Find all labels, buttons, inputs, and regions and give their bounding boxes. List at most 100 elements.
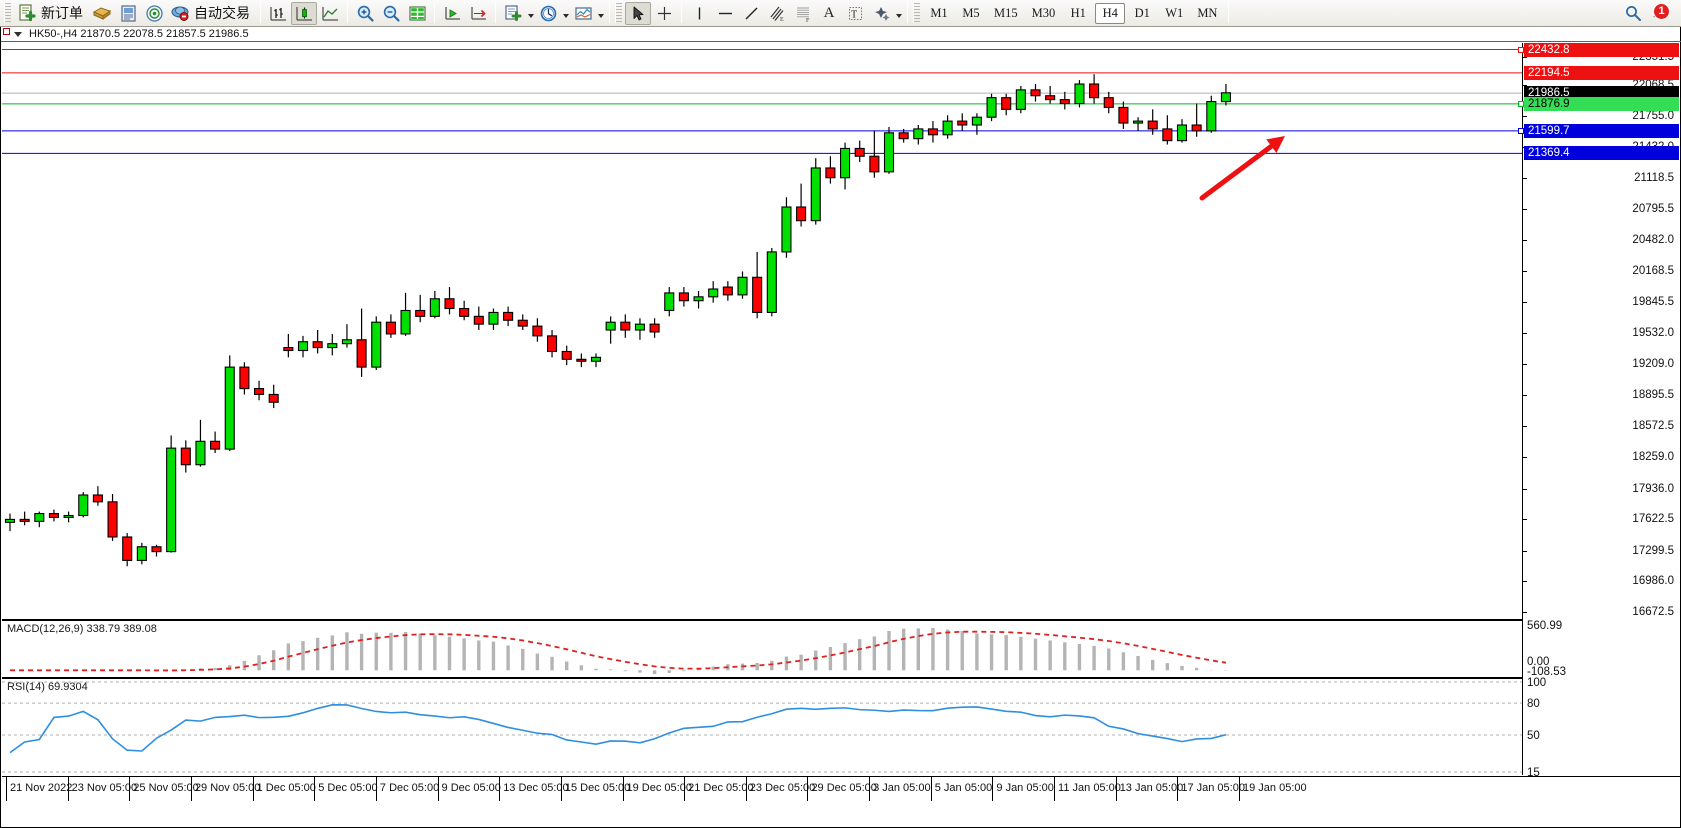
candle-body <box>1045 95 1056 101</box>
candle-body <box>459 307 470 317</box>
auto-scroll-icon[interactable] <box>439 2 465 25</box>
chart-menu-triangle-icon[interactable] <box>14 31 22 37</box>
time-axis[interactable]: 21 Nov 2022 23 Nov 05:00 25 Nov 05:00 29 No… <box>2 776 1680 801</box>
objects-icon[interactable] <box>868 2 894 25</box>
candle-body <box>341 339 353 345</box>
timeframe-m5[interactable]: M5 <box>962 5 980 20</box>
timeframe-mn[interactable]: MN <box>1197 5 1218 20</box>
line-drag-handle[interactable] <box>1518 127 1524 134</box>
candle-body <box>1059 99 1070 105</box>
candle-body <box>92 494 103 503</box>
timeframe-m1[interactable]: M1 <box>930 5 948 20</box>
data-window-icon[interactable] <box>404 2 430 25</box>
indicators-icon[interactable] <box>500 2 526 25</box>
time-tick-mark <box>437 777 439 801</box>
svg-text:F: F <box>806 18 810 23</box>
price-tick-mark <box>1523 57 1527 59</box>
candle-body <box>254 388 265 395</box>
chart-shift-icon[interactable] <box>465 2 491 25</box>
toolbar-grip[interactable] <box>4 3 11 23</box>
candle-body <box>268 393 279 403</box>
candle-body <box>385 321 396 335</box>
rsi-pane[interactable]: RSI(14) 69.9304 <box>2 677 1522 775</box>
chart-window[interactable]: HK50-,H4 21870.5 22078.5 21857.5 21986.5… <box>0 27 1681 828</box>
toolbar-right-group: 1 <box>1620 2 1678 25</box>
candle-body <box>957 120 968 126</box>
tools-toolbar-grip[interactable] <box>615 3 622 23</box>
periods-dropdown-arrow[interactable] <box>561 2 570 24</box>
time-tick-label: 17 Jan 05:00 <box>1181 782 1245 794</box>
candle-body <box>195 440 206 466</box>
line-chart-icon[interactable] <box>317 2 343 25</box>
timeframe-m15[interactable]: M15 <box>994 5 1018 20</box>
candlestick-chart-icon[interactable] <box>291 1 317 25</box>
timeframe-m30[interactable]: M30 <box>1031 5 1056 20</box>
navigator-icon[interactable] <box>141 2 167 25</box>
chart-select-handle[interactable] <box>3 28 10 35</box>
candle-body <box>283 347 294 352</box>
indicators-dropdown-arrow[interactable] <box>526 2 535 24</box>
periods-icon[interactable] <box>535 2 561 25</box>
timeframe-toolbar-grip[interactable] <box>913 3 920 23</box>
cursor-icon[interactable] <box>625 1 651 25</box>
zoom-out-icon[interactable] <box>378 2 404 25</box>
search-icon[interactable] <box>1620 2 1646 25</box>
price-tag-support-line-upper-blue[interactable]: 21599.7 <box>1524 123 1679 138</box>
time-tick-mark <box>375 777 377 801</box>
notifications-icon[interactable]: 1 <box>1648 2 1672 25</box>
price-tick-label: 17936.0 <box>1632 482 1674 495</box>
candle-body <box>1220 92 1231 103</box>
time-tick-mark <box>807 777 809 801</box>
price-tick-mark <box>1523 611 1527 613</box>
zoom-in-icon[interactable] <box>352 2 378 25</box>
macd-plot <box>10 627 1228 674</box>
price-tag-support-line-green[interactable]: 21876.9 <box>1524 96 1679 111</box>
objects-dropdown-arrow[interactable] <box>894 2 903 24</box>
autotrading-icon[interactable] <box>167 2 193 25</box>
timeframe-h1[interactable]: H1 <box>1070 5 1086 20</box>
templates-icon[interactable] <box>570 2 596 25</box>
trendline-icon[interactable] <box>738 2 764 25</box>
symbol-ohlc-text: HK50-,H4 21870.5 22078.5 21857.5 21986.5 <box>29 28 249 40</box>
equidistant-channel-icon[interactable]: E <box>764 2 790 25</box>
text-icon[interactable]: A <box>823 4 835 21</box>
svg-text:T: T <box>851 9 857 20</box>
timeframe-h4[interactable]: H4 <box>1095 2 1126 24</box>
bar-chart-icon[interactable] <box>265 2 291 25</box>
time-tick-label: 9 Jan 05:00 <box>996 782 1054 794</box>
macd-pane[interactable]: MACD(12,26,9) 338.79 389.08 <box>2 619 1522 674</box>
metaeditor-icon[interactable] <box>115 2 141 25</box>
price-tag-last-price[interactable]: 21986.5 <box>1524 86 1679 101</box>
line-drag-handle[interactable] <box>1518 100 1524 107</box>
terminal-icon[interactable] <box>89 2 115 25</box>
text-label-icon[interactable]: T <box>842 2 868 25</box>
candle-body <box>1118 106 1129 124</box>
line-drag-handle[interactable] <box>1518 46 1524 53</box>
timeframe-d1[interactable]: D1 <box>1134 5 1150 20</box>
vertical-line-icon[interactable] <box>686 2 712 25</box>
fibonacci-retracement-icon[interactable]: F <box>790 2 816 25</box>
time-tick-label: 13 Jan 05:00 <box>1119 782 1184 794</box>
time-tick-mark <box>1115 777 1117 801</box>
price-tag-resistance-line-upper[interactable]: 22432.8 <box>1524 42 1679 57</box>
bullish-arrow <box>1199 136 1285 201</box>
timeframe-w1[interactable]: W1 <box>1165 5 1184 20</box>
price-tag-support-line-lower-blue[interactable]: 21369.4 <box>1524 146 1679 161</box>
price-axis[interactable]: 22351.522068.521755.021432.021118.520795… <box>1518 42 1680 779</box>
price-tick-mark <box>1523 426 1527 428</box>
price-tag-resistance-line-lower[interactable]: 22194.5 <box>1524 65 1679 80</box>
candle-body <box>122 536 133 561</box>
horizontal-line-icon[interactable] <box>712 2 738 25</box>
time-tick-label: 15 Dec 05:00 <box>564 782 631 794</box>
candle-body <box>1206 101 1217 132</box>
price-tick-mark <box>1523 209 1527 211</box>
candle-body <box>810 167 821 222</box>
price-tick-mark <box>1523 394 1527 396</box>
crosshair-icon[interactable] <box>651 2 677 25</box>
toolbar-separator-4 <box>495 3 496 23</box>
templates-dropdown-arrow[interactable] <box>596 2 605 24</box>
new-order-icon[interactable] <box>14 2 40 25</box>
price-pane[interactable] <box>2 43 1522 618</box>
svg-text:E: E <box>780 17 784 23</box>
candle-body <box>678 292 689 302</box>
